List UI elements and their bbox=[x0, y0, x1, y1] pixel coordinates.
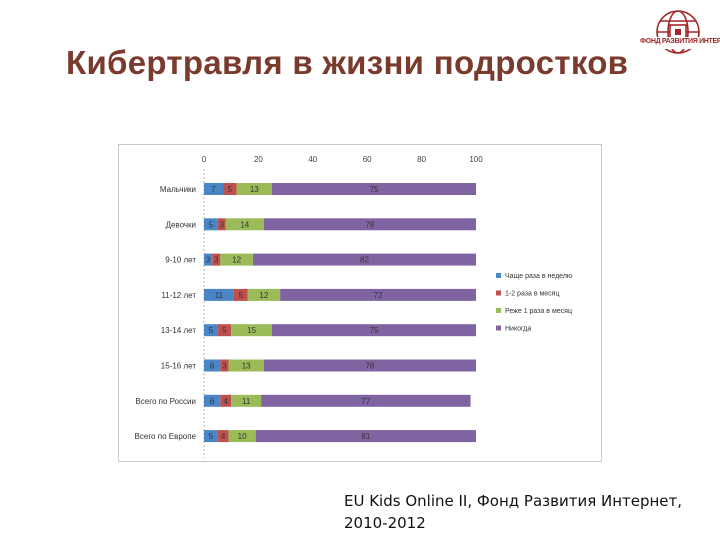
bar-segment bbox=[217, 430, 229, 443]
category-label: 9-10 лет bbox=[165, 256, 196, 265]
x-tick-label: 100 bbox=[469, 155, 483, 164]
data-label: 10 bbox=[238, 432, 247, 441]
bar-segment bbox=[204, 394, 221, 407]
logo: ФОНД РАЗВИТИЯ ИНТЕРНЕТ bbox=[640, 6, 720, 60]
source-citation: EU Kids Online II, Фонд Развития Интерне… bbox=[344, 490, 714, 534]
data-label: 72 bbox=[374, 291, 383, 300]
slide-title: Кибертравля в жизни подростков bbox=[66, 44, 629, 81]
legend-entry: Никогда bbox=[505, 326, 531, 333]
data-label: 13 bbox=[242, 362, 251, 371]
legend-entry: 1-2 раза в месяц bbox=[505, 291, 560, 298]
data-label: 75 bbox=[370, 326, 379, 335]
data-label: 81 bbox=[361, 432, 370, 441]
x-tick-label: 80 bbox=[417, 155, 426, 164]
bar-segment bbox=[261, 394, 471, 407]
data-label: 15 bbox=[247, 326, 256, 335]
bar-segment bbox=[220, 253, 253, 266]
data-label: 12 bbox=[259, 291, 268, 300]
bar-segment bbox=[231, 394, 262, 407]
bar-segment bbox=[272, 183, 476, 195]
data-label: 77 bbox=[361, 397, 370, 406]
legend-entry: Чаще раза в неделю bbox=[505, 273, 572, 280]
category-label: 15-16 лет bbox=[161, 362, 197, 371]
data-label: 3 bbox=[222, 362, 227, 371]
bar-segment bbox=[228, 359, 264, 372]
data-label: 7 bbox=[211, 185, 216, 194]
bar-segment bbox=[204, 183, 224, 195]
bar-segment bbox=[263, 218, 476, 231]
bar-segment bbox=[255, 430, 476, 443]
bar-segment bbox=[228, 430, 256, 443]
data-label: 78 bbox=[365, 220, 374, 229]
data-label: 12 bbox=[232, 256, 241, 265]
bar-segment bbox=[225, 218, 264, 231]
data-label: 6 bbox=[210, 397, 215, 406]
bar-segment bbox=[204, 253, 213, 266]
bar-segment bbox=[204, 324, 218, 337]
data-label: 14 bbox=[240, 220, 249, 229]
data-label: 3 bbox=[214, 256, 219, 265]
data-label: 13 bbox=[250, 185, 259, 194]
data-label: 5 bbox=[209, 220, 214, 229]
data-label: 11 bbox=[242, 397, 251, 406]
category-label: Мальчики bbox=[160, 185, 196, 194]
bar-segment bbox=[272, 324, 476, 337]
data-label: 5 bbox=[209, 326, 214, 335]
bar-segment bbox=[212, 253, 221, 266]
bar-segment bbox=[220, 394, 232, 407]
logo-text: ФОНД РАЗВИТИЯ ИНТЕРНЕТ bbox=[640, 38, 720, 45]
data-label: 4 bbox=[224, 397, 229, 406]
data-label: 5 bbox=[209, 432, 214, 441]
source-line-2: 2010-2012 bbox=[344, 514, 426, 532]
bar-segment bbox=[233, 288, 248, 301]
category-label: 13-14 лет bbox=[161, 326, 197, 335]
bar-segment bbox=[252, 253, 476, 266]
data-label: 78 bbox=[365, 362, 374, 371]
data-label: 5 bbox=[238, 291, 243, 300]
category-label: Девочки bbox=[166, 220, 196, 229]
x-tick-label: 0 bbox=[202, 155, 207, 164]
data-label: 3 bbox=[219, 220, 224, 229]
data-label: 82 bbox=[360, 256, 369, 265]
bar-segment bbox=[204, 430, 218, 443]
logo-emblem-icon bbox=[642, 10, 718, 54]
x-tick-label: 40 bbox=[308, 155, 317, 164]
bar-segment bbox=[220, 359, 229, 372]
bar-segment bbox=[280, 288, 476, 301]
legend-swatch bbox=[496, 308, 501, 313]
data-label: 5 bbox=[228, 185, 233, 194]
data-label: 4 bbox=[221, 432, 226, 441]
x-tick-label: 20 bbox=[254, 155, 263, 164]
data-label: 75 bbox=[370, 185, 379, 194]
bar-segment bbox=[217, 218, 226, 231]
data-label: 11 bbox=[215, 291, 224, 300]
bar-segment bbox=[223, 183, 237, 195]
legend-entry: Реже 1 раза в месяц bbox=[505, 308, 572, 315]
legend-swatch bbox=[496, 290, 501, 296]
category-label: 11-12 лет bbox=[161, 291, 196, 300]
bar-segment bbox=[217, 324, 232, 337]
x-tick-label: 60 bbox=[363, 155, 372, 164]
category-label: Всего по России bbox=[135, 397, 196, 406]
source-line-1: EU Kids Online II, Фонд Развития Интерне… bbox=[344, 492, 683, 510]
bar-segment bbox=[204, 218, 218, 231]
bar-segment bbox=[236, 183, 272, 195]
legend-swatch bbox=[496, 273, 501, 278]
data-label: 6 bbox=[210, 362, 215, 371]
bar-segment bbox=[231, 324, 272, 337]
bar-segment bbox=[204, 359, 221, 372]
data-label: 3 bbox=[206, 256, 211, 265]
bar-segment bbox=[247, 288, 281, 301]
category-label: Всего по Европе bbox=[135, 432, 197, 441]
data-label: 5 bbox=[222, 326, 227, 335]
bar-segment bbox=[204, 288, 234, 301]
bar-segment bbox=[263, 359, 476, 372]
chart-container: 0 20 40 60 80 100 Мальчики 7 5 13 75 Девочки 5 3 14 78 9… bbox=[118, 144, 602, 462]
legend-swatch bbox=[496, 325, 501, 331]
